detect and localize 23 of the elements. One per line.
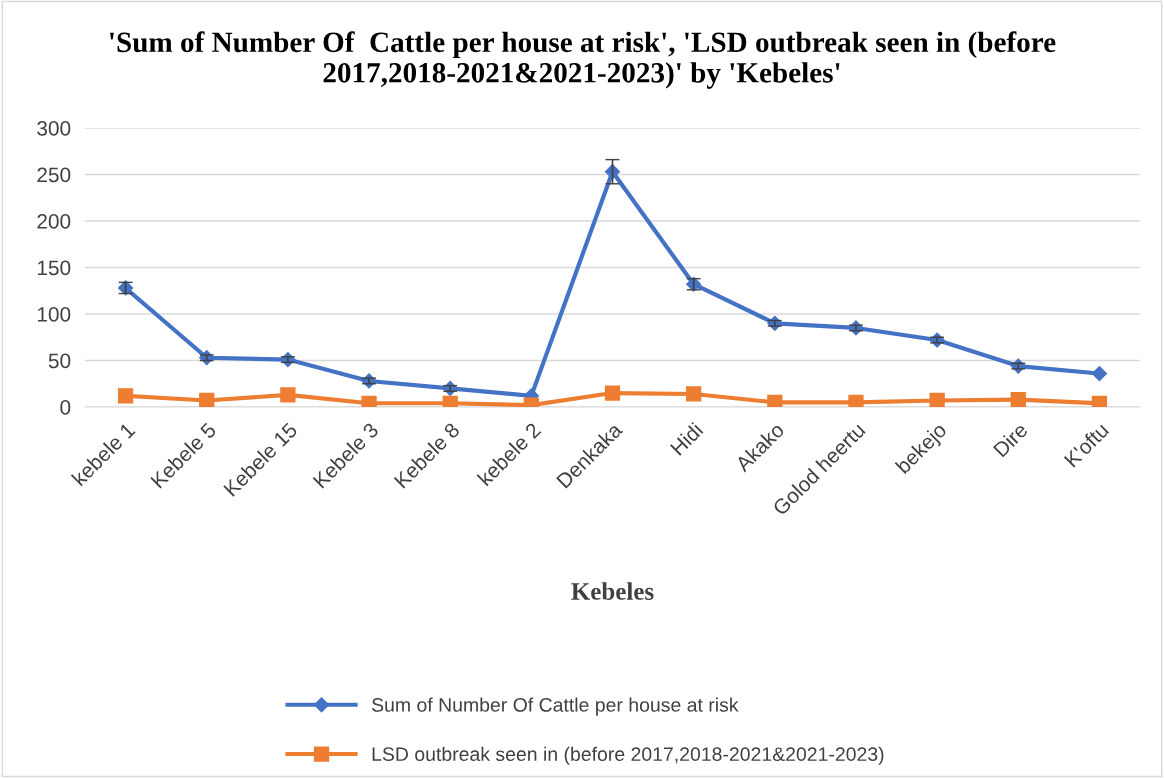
point xyxy=(604,385,621,401)
point xyxy=(117,388,134,404)
point xyxy=(199,392,215,407)
point xyxy=(280,387,296,403)
chart-title: 'Sum of Number Of Cattle per house at risk', 'LSD outbreak seen in (before 2017,2018-2021&2021-2023)' by 'Kebeles' xyxy=(110,31,1056,89)
point xyxy=(929,392,945,407)
point xyxy=(686,386,702,402)
legend-label: Sum of Number Of Cattle per house at risk xyxy=(372,697,739,716)
point xyxy=(1091,365,1107,382)
y-tick-label: 250 xyxy=(37,167,71,183)
y-tick-label: 0 xyxy=(60,400,71,415)
point xyxy=(848,394,864,407)
x-tick-label: Hidi xyxy=(669,421,704,456)
x-axis-title: Kebeles xyxy=(571,582,654,600)
y-tick-label: 300 xyxy=(37,121,71,136)
x-tick-label: Dire xyxy=(992,421,1029,458)
point xyxy=(767,394,783,407)
legend-label: LSD outbreak seen in (before 2017,2018-2021&2021-2023) xyxy=(372,746,884,765)
point xyxy=(1010,391,1026,407)
y-tick-label: 150 xyxy=(37,260,71,276)
y-tick-label: 200 xyxy=(37,214,71,229)
y-tick-label: 100 xyxy=(37,307,71,322)
y-tick-label: 50 xyxy=(48,353,71,369)
